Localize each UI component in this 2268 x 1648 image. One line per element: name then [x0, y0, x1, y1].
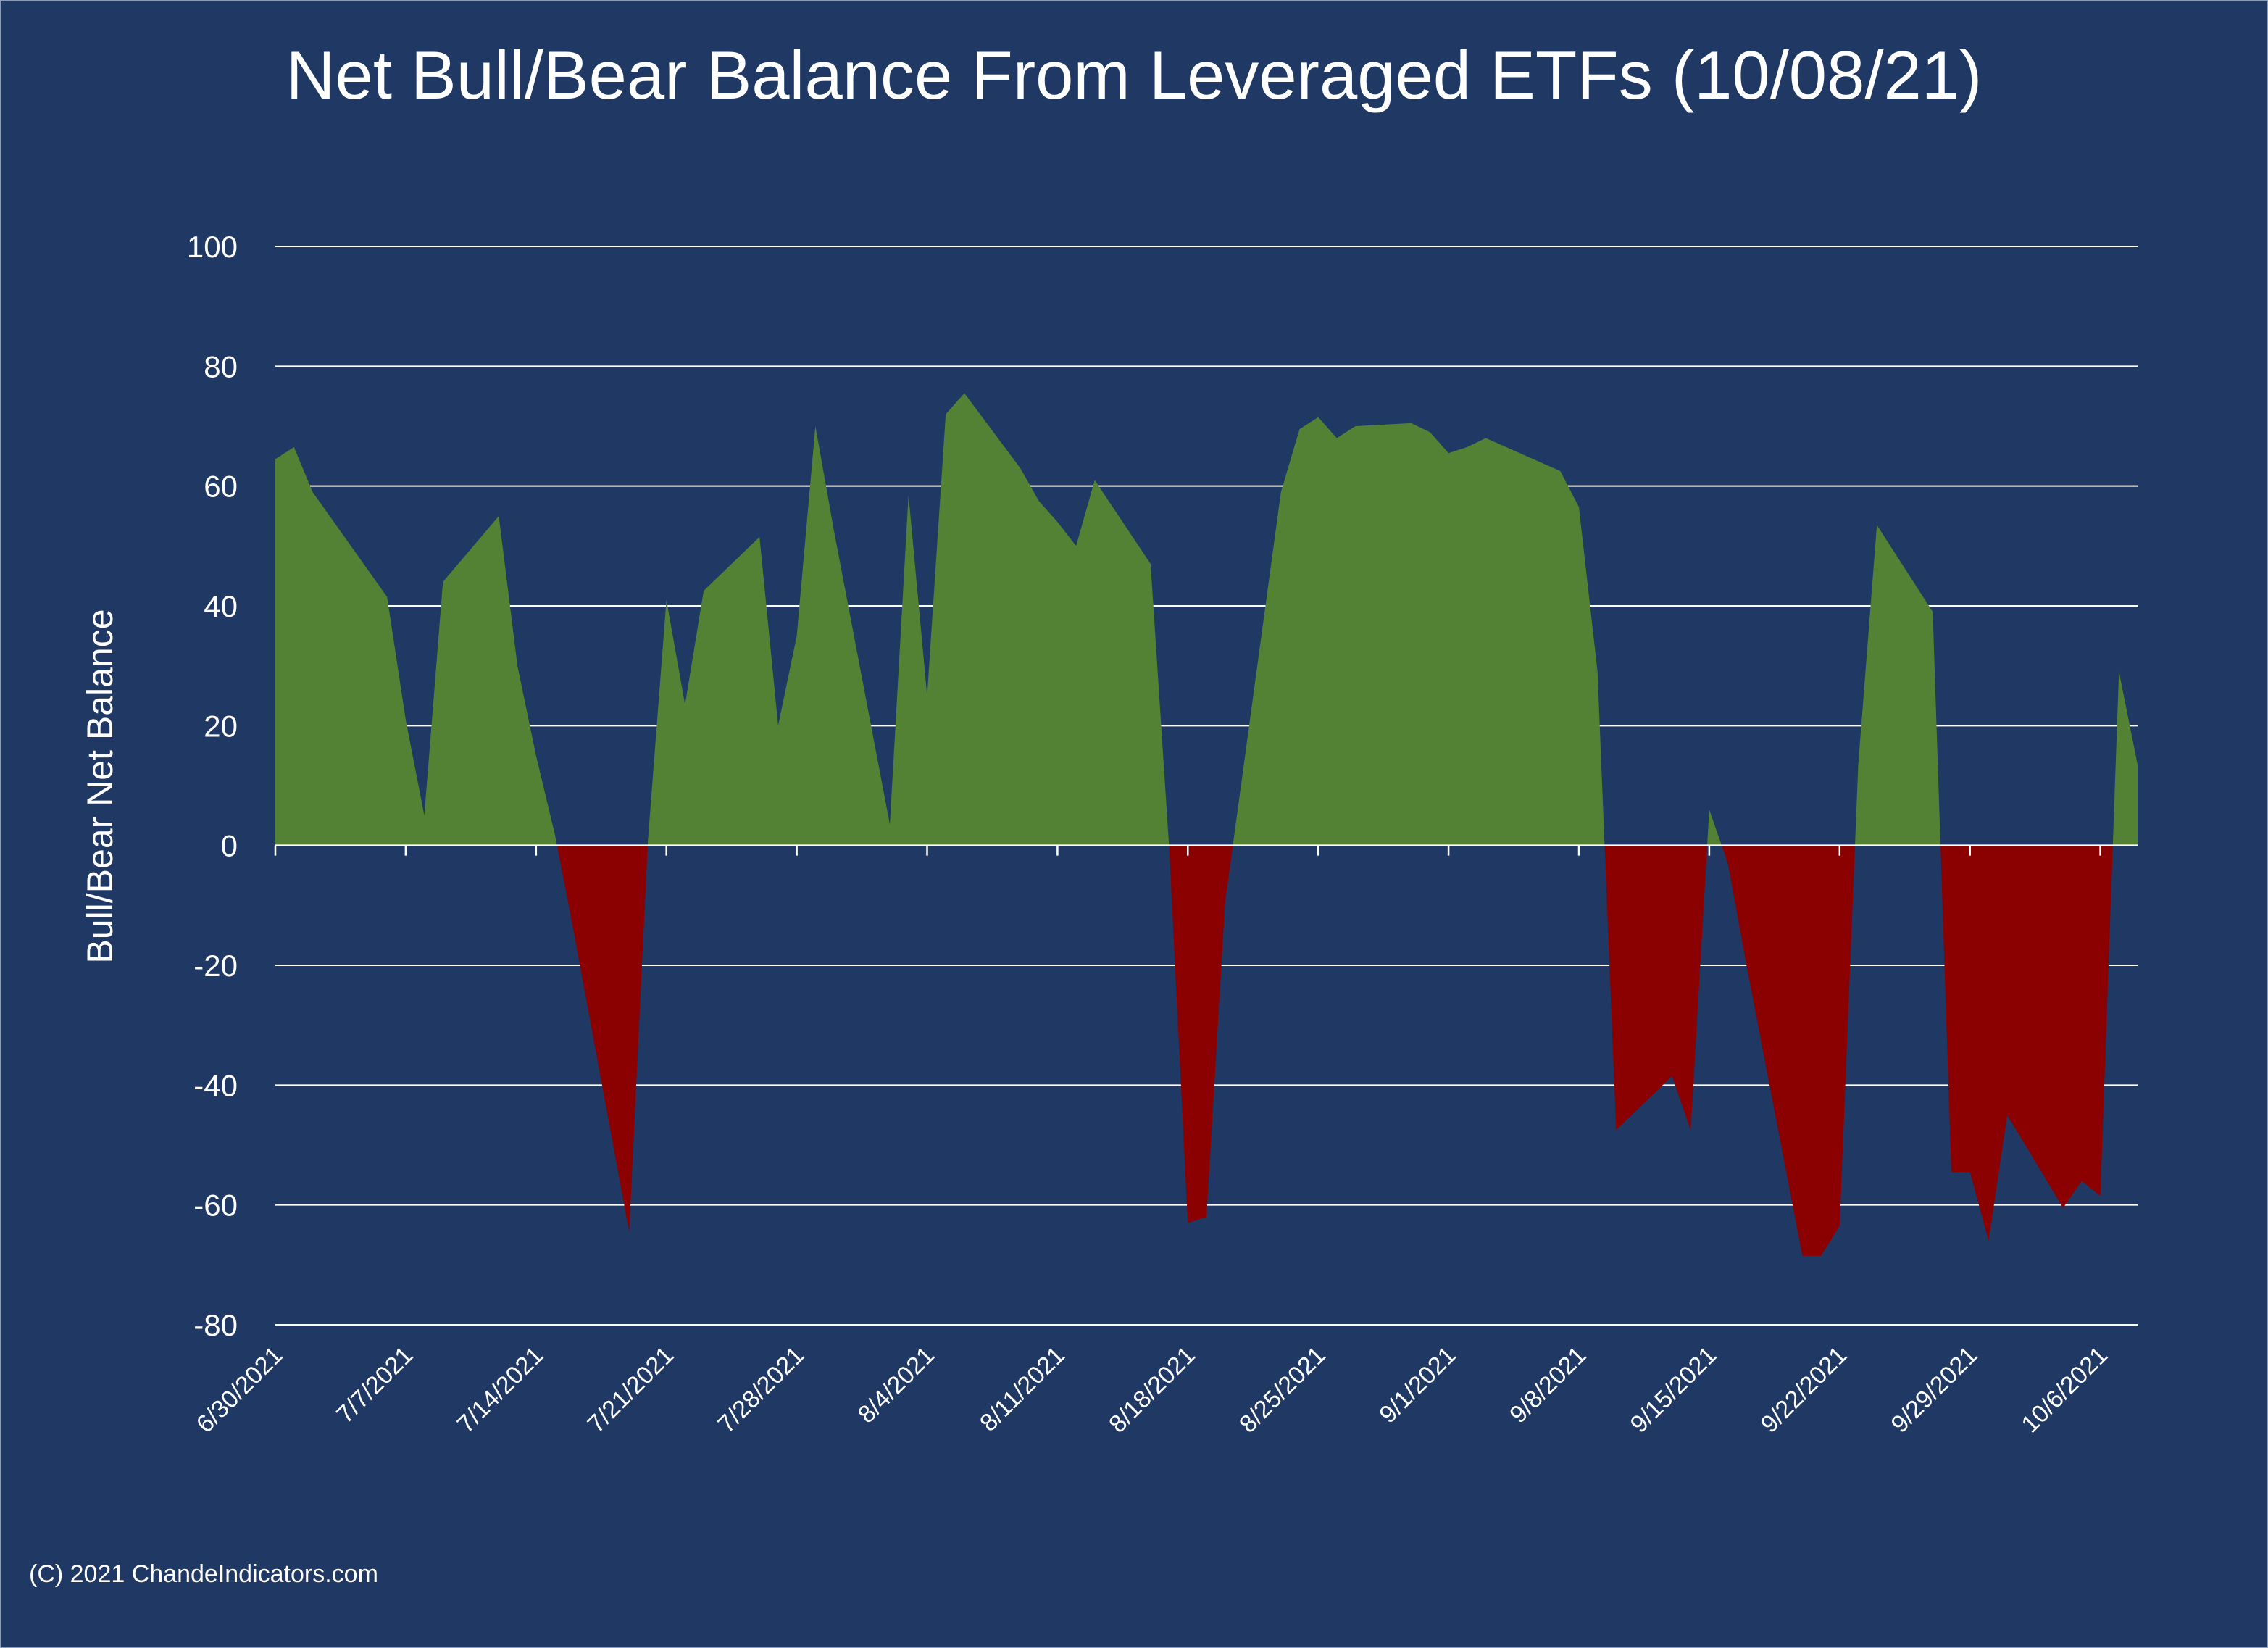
- y-tick-label: 80: [204, 349, 238, 383]
- x-tick-label: 8/18/2021: [1104, 1341, 1201, 1439]
- y-tick-label: 20: [204, 709, 238, 743]
- x-tick-label: 9/1/2021: [1374, 1341, 1461, 1428]
- x-tick-label: 9/22/2021: [1756, 1341, 1853, 1439]
- x-tick-label: 9/29/2021: [1886, 1341, 1983, 1439]
- x-tick-label: 8/11/2021: [975, 1341, 1070, 1437]
- y-tick-label: 60: [204, 470, 238, 504]
- y-tick-label: -80: [193, 1308, 238, 1342]
- x-tick-label: 10/6/2021: [2016, 1341, 2113, 1439]
- positive-area: [275, 393, 2138, 846]
- x-tick-label: 7/7/2021: [331, 1341, 418, 1428]
- x-tick-label: 8/4/2021: [853, 1341, 940, 1428]
- negative-area: [275, 845, 2138, 1256]
- y-axis-ticks: 100 80 60 40 20 0 -20 -40 -60 -80: [187, 230, 238, 1342]
- chart-title: Net Bull/Bear Balance From Leveraged ETF…: [285, 37, 1983, 113]
- x-axis: [274, 844, 2138, 856]
- area-series: [275, 393, 2138, 1256]
- copyright-text: (C) 2021 ChandeIndicators.com: [29, 1560, 378, 1588]
- y-tick-label: -60: [193, 1189, 238, 1223]
- x-tick-label: 7/21/2021: [583, 1341, 680, 1439]
- x-tick-label: 6/30/2021: [191, 1341, 288, 1439]
- y-tick-label: 0: [221, 829, 238, 863]
- y-tick-label: -20: [193, 949, 238, 983]
- y-tick-label: 40: [204, 589, 238, 623]
- x-axis-ticks: 6/30/2021 7/7/2021 7/14/2021 7/21/2021 7/28/…: [191, 1341, 2113, 1439]
- x-tick-label: 7/28/2021: [712, 1341, 809, 1439]
- y-tick-label: 100: [187, 230, 238, 264]
- y-tick-label: -40: [193, 1068, 238, 1102]
- x-tick-label: 9/8/2021: [1504, 1341, 1591, 1428]
- x-tick-label: 7/14/2021: [452, 1341, 549, 1439]
- x-tick-label: 9/15/2021: [1625, 1341, 1722, 1439]
- x-tick-label: 8/25/2021: [1234, 1341, 1331, 1439]
